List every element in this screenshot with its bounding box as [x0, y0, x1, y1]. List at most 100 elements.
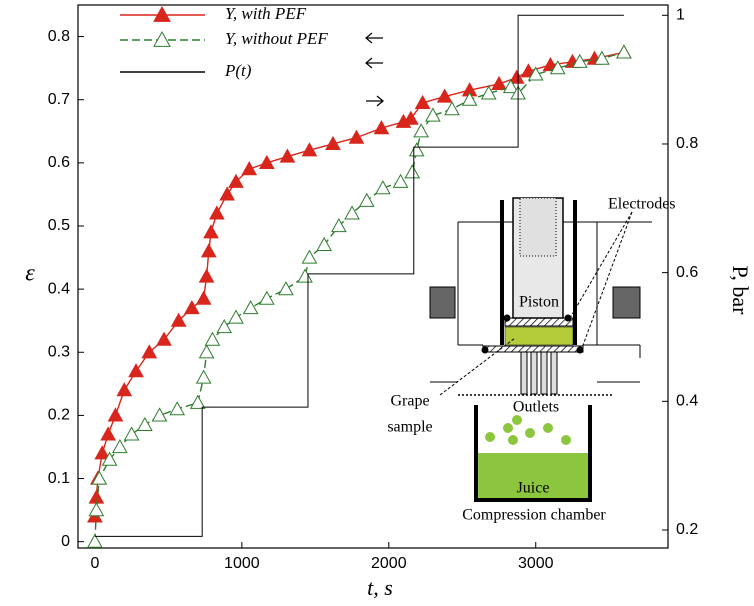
marker	[170, 312, 187, 327]
marker	[278, 281, 294, 296]
marker	[373, 120, 390, 135]
marker	[228, 309, 244, 324]
annotation: Grape	[390, 393, 429, 410]
marker	[88, 502, 105, 517]
marker	[128, 363, 144, 378]
series-line	[94, 51, 625, 542]
marker	[527, 66, 544, 81]
marker	[242, 300, 259, 315]
legend-label: Y, with PEF	[225, 4, 307, 23]
marker	[502, 79, 519, 94]
marker	[195, 369, 212, 384]
marker	[316, 236, 332, 252]
marker	[325, 135, 341, 151]
marker	[414, 94, 431, 109]
marker	[169, 401, 186, 416]
marker	[392, 173, 409, 188]
marker	[198, 268, 215, 283]
marker	[141, 344, 158, 359]
marker	[189, 394, 206, 409]
marker	[408, 142, 425, 157]
legend-arrows	[365, 32, 384, 107]
marker	[184, 300, 200, 315]
marker	[241, 161, 258, 176]
marker	[112, 438, 128, 454]
y-tick-label: 0.2	[48, 407, 70, 424]
marker	[107, 407, 124, 422]
legend-marker	[153, 30, 171, 47]
x-tick-label: 3000	[518, 555, 554, 572]
marker	[219, 186, 236, 201]
marker	[402, 110, 419, 125]
marker	[88, 489, 105, 504]
marker	[228, 173, 244, 188]
marker	[413, 123, 429, 138]
marker	[491, 75, 507, 91]
inset-diagram	[429, 197, 652, 502]
annotation: Outlets	[513, 399, 559, 416]
plot-frame	[77, 4, 669, 549]
y-tick-label: 0.1	[48, 470, 70, 487]
y2-tick-label: 0.8	[676, 135, 698, 152]
x-tick-label: 0	[90, 555, 99, 572]
marker	[203, 224, 219, 239]
legend-label: P(t)	[224, 61, 252, 80]
marker	[87, 533, 103, 548]
y2-tick-label: 1	[676, 7, 685, 24]
y-tick-label: 0.3	[48, 343, 70, 360]
marker	[330, 217, 347, 233]
legend-marker	[153, 5, 171, 22]
annotation: sample	[387, 419, 432, 436]
y2-tick-label: 0.2	[676, 521, 698, 538]
y-axis-label: ε	[25, 261, 35, 287]
marker	[200, 243, 217, 258]
marker	[209, 205, 225, 220]
marker	[151, 407, 168, 422]
marker	[571, 53, 588, 68]
x-axis-label: t, s	[367, 575, 393, 600]
marker	[198, 344, 215, 359]
marker	[404, 164, 421, 179]
annotation: Electrodes	[608, 196, 676, 213]
marker	[216, 318, 233, 334]
marker	[116, 382, 133, 397]
marker	[258, 154, 275, 169]
annotation: Juice	[517, 480, 550, 497]
y2-tick-label: 0.6	[676, 264, 698, 281]
marker	[425, 107, 441, 122]
y-tick-label: 0.7	[48, 91, 70, 108]
marker	[616, 44, 632, 59]
marker	[301, 249, 318, 264]
y-tick-label: 0.8	[48, 28, 70, 45]
series-line	[94, 14, 624, 537]
y-tick-label: 0.5	[48, 217, 70, 234]
marker	[123, 426, 140, 441]
marker	[348, 129, 365, 144]
marker	[375, 180, 391, 195]
y2-axis-label: P, bar	[728, 266, 753, 316]
marker	[204, 331, 221, 346]
y-tick-label: 0	[61, 533, 70, 550]
marker	[279, 148, 296, 163]
marker	[195, 290, 212, 305]
y-tick-label: 0.6	[48, 154, 70, 171]
marker	[297, 268, 313, 283]
marker	[461, 91, 478, 106]
marker	[444, 101, 460, 116]
annotation: Compression chamber	[462, 507, 606, 524]
marker	[258, 290, 275, 305]
marker	[436, 88, 453, 103]
marker	[344, 205, 360, 220]
marker	[594, 50, 610, 65]
marker	[94, 445, 111, 460]
y2-tick-label: 0.4	[676, 393, 698, 410]
marker	[137, 416, 153, 431]
x-tick-label: 2000	[371, 555, 407, 572]
marker	[480, 85, 497, 100]
y-tick-label: 0.4	[48, 280, 70, 297]
annotation: Piston	[519, 294, 559, 311]
marker	[549, 60, 566, 75]
marker	[100, 426, 116, 441]
